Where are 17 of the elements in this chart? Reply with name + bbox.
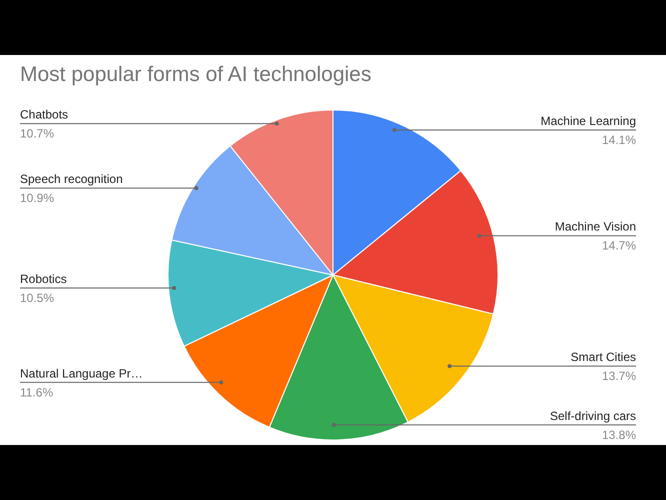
data-label: 10.7% — [20, 126, 54, 141]
data-label: 10.5% — [20, 290, 54, 305]
data-label: 10.9% — [20, 191, 54, 206]
slice-label: Robotics — [20, 272, 67, 286]
slice-label: Machine Vision — [554, 220, 636, 234]
data-label: 14.7% — [602, 238, 636, 253]
slice-label: Speech recognition — [20, 172, 123, 186]
data-label: 14.1% — [602, 132, 636, 147]
data-label: 11.6% — [20, 385, 54, 400]
slice-label: Smart Cities — [570, 350, 636, 364]
slice-label: Self-driving cars — [550, 408, 636, 423]
slice-label: Machine Learning — [540, 114, 636, 128]
data-label: 13.8% — [602, 428, 636, 442]
slice-label: Chatbots — [20, 108, 68, 122]
chart-title: Most popular forms of AI technologies — [20, 63, 372, 87]
data-label: 13.7% — [602, 369, 636, 384]
slice-label: Natural Language Pr… — [20, 366, 143, 380]
